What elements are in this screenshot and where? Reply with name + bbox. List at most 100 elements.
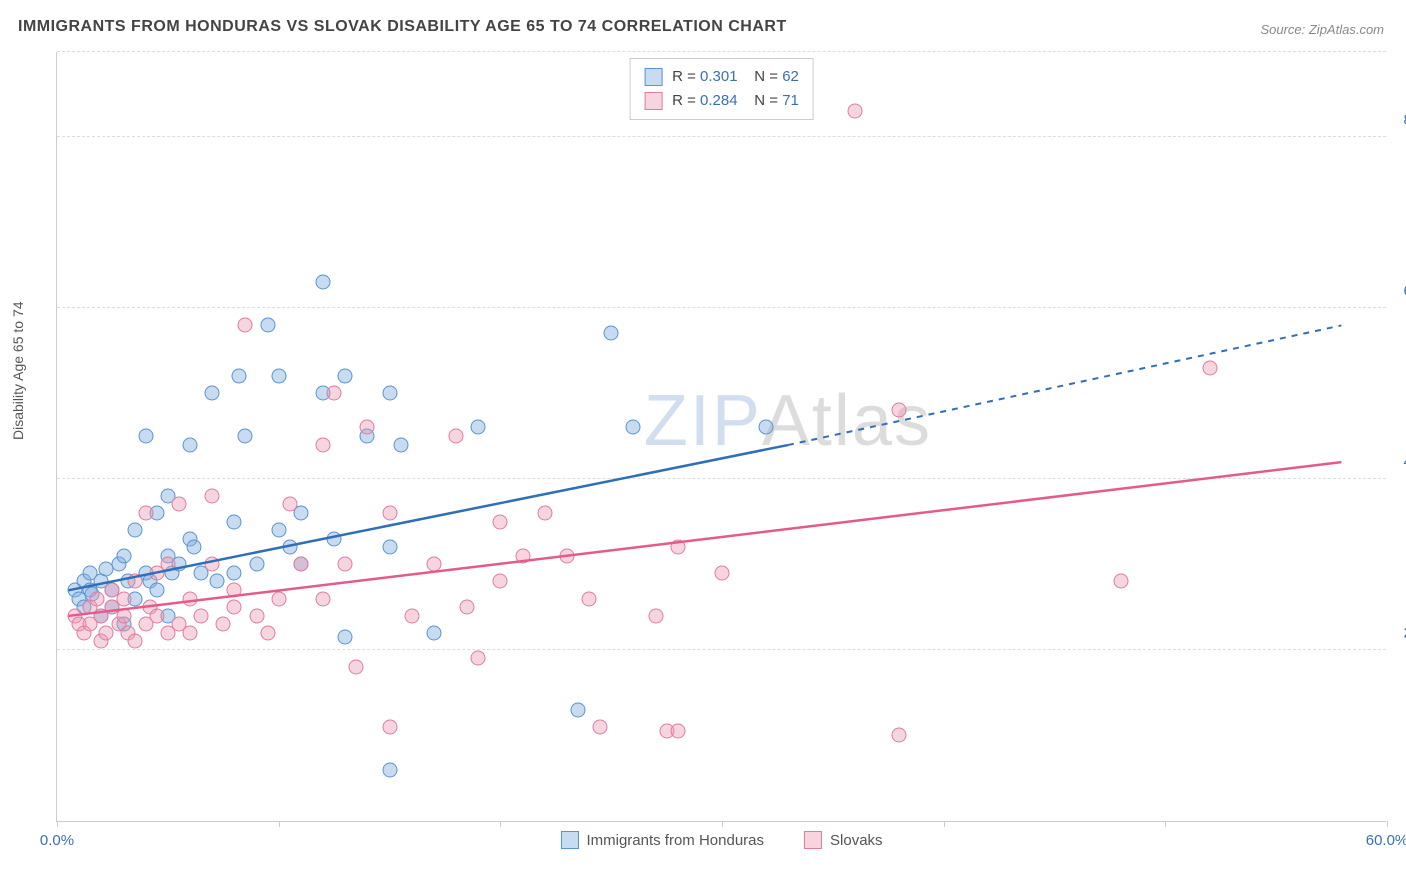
gridline-h bbox=[57, 478, 1386, 479]
scatter-point bbox=[848, 103, 863, 118]
watermark-atlas: Atlas bbox=[762, 381, 932, 461]
scatter-point bbox=[759, 420, 774, 435]
scatter-point bbox=[382, 506, 397, 521]
legend-swatch bbox=[560, 831, 578, 849]
source-label: Source: ZipAtlas.com bbox=[1260, 22, 1384, 37]
scatter-point bbox=[271, 369, 286, 384]
scatter-point bbox=[327, 531, 342, 546]
legend-series-item: Immigrants from Honduras bbox=[560, 831, 764, 849]
scatter-point bbox=[715, 565, 730, 580]
legend-swatch bbox=[644, 92, 662, 110]
scatter-point bbox=[626, 420, 641, 435]
scatter-point bbox=[382, 540, 397, 555]
legend-stat-text: R = 0.284 N = 71 bbox=[672, 89, 799, 113]
scatter-point bbox=[1202, 360, 1217, 375]
scatter-point bbox=[338, 369, 353, 384]
scatter-point bbox=[471, 651, 486, 666]
scatter-point bbox=[582, 591, 597, 606]
scatter-point bbox=[249, 608, 264, 623]
scatter-point bbox=[449, 429, 464, 444]
scatter-point bbox=[216, 617, 231, 632]
scatter-point bbox=[338, 557, 353, 572]
legend-stats: R = 0.301 N = 62R = 0.284 N = 71 bbox=[629, 58, 814, 120]
scatter-point bbox=[138, 429, 153, 444]
scatter-point bbox=[382, 719, 397, 734]
scatter-point bbox=[227, 514, 242, 529]
legend-swatch bbox=[644, 68, 662, 86]
gridline-h bbox=[57, 51, 1386, 52]
scatter-point bbox=[205, 488, 220, 503]
scatter-point bbox=[316, 275, 331, 290]
scatter-point bbox=[127, 523, 142, 538]
y-tick-label: 40.0% bbox=[1391, 453, 1406, 470]
x-tick bbox=[722, 821, 723, 827]
legend-stats-row: R = 0.301 N = 62 bbox=[644, 65, 799, 89]
scatter-point bbox=[127, 574, 142, 589]
scatter-point bbox=[89, 591, 104, 606]
scatter-point bbox=[426, 557, 441, 572]
scatter-point bbox=[116, 608, 131, 623]
scatter-point bbox=[282, 540, 297, 555]
scatter-point bbox=[404, 608, 419, 623]
x-tick-label: 0.0% bbox=[40, 832, 74, 849]
scatter-point bbox=[360, 420, 375, 435]
watermark-zip: ZIP bbox=[644, 381, 762, 461]
scatter-point bbox=[238, 317, 253, 332]
scatter-point bbox=[205, 557, 220, 572]
legend-series-name: Slovaks bbox=[830, 832, 883, 849]
scatter-point bbox=[127, 634, 142, 649]
scatter-point bbox=[149, 583, 164, 598]
scatter-point bbox=[426, 625, 441, 640]
scatter-point bbox=[271, 523, 286, 538]
x-tick bbox=[500, 821, 501, 827]
scatter-point bbox=[271, 591, 286, 606]
scatter-point bbox=[149, 608, 164, 623]
gridline-h bbox=[57, 136, 1386, 137]
scatter-point bbox=[393, 437, 408, 452]
scatter-point bbox=[493, 574, 508, 589]
scatter-point bbox=[316, 437, 331, 452]
y-tick-label: 60.0% bbox=[1391, 282, 1406, 299]
watermark: ZIPAtlas bbox=[644, 380, 932, 462]
x-tick bbox=[1387, 821, 1388, 827]
scatter-point bbox=[382, 386, 397, 401]
scatter-point bbox=[227, 600, 242, 615]
gridline-h bbox=[57, 307, 1386, 308]
scatter-point bbox=[260, 317, 275, 332]
y-tick-label: 20.0% bbox=[1391, 624, 1406, 641]
scatter-point bbox=[227, 583, 242, 598]
scatter-point bbox=[515, 548, 530, 563]
scatter-point bbox=[160, 557, 175, 572]
scatter-point bbox=[892, 403, 907, 418]
legend-stats-row: R = 0.284 N = 71 bbox=[644, 89, 799, 113]
scatter-point bbox=[604, 326, 619, 341]
y-axis-label: Disability Age 65 to 74 bbox=[10, 301, 26, 440]
scatter-point bbox=[238, 429, 253, 444]
scatter-point bbox=[349, 660, 364, 675]
legend-swatch bbox=[804, 831, 822, 849]
legend-series: Immigrants from Honduras Slovaks bbox=[560, 831, 882, 849]
scatter-point bbox=[194, 608, 209, 623]
scatter-point bbox=[493, 514, 508, 529]
scatter-point bbox=[293, 557, 308, 572]
scatter-point bbox=[338, 630, 353, 645]
gridline-h bbox=[57, 649, 1386, 650]
scatter-point bbox=[183, 591, 198, 606]
scatter-point bbox=[471, 420, 486, 435]
x-tick bbox=[57, 821, 58, 827]
x-tick-label: 60.0% bbox=[1366, 832, 1406, 849]
scatter-point bbox=[570, 702, 585, 717]
scatter-point bbox=[98, 625, 113, 640]
scatter-point bbox=[670, 724, 685, 739]
scatter-point bbox=[227, 565, 242, 580]
scatter-point bbox=[116, 591, 131, 606]
scatter-point bbox=[327, 386, 342, 401]
scatter-point bbox=[116, 548, 131, 563]
scatter-point bbox=[282, 497, 297, 512]
scatter-point bbox=[260, 625, 275, 640]
scatter-point bbox=[187, 540, 202, 555]
scatter-point bbox=[559, 548, 574, 563]
scatter-point bbox=[648, 608, 663, 623]
x-tick bbox=[1165, 821, 1166, 827]
scatter-point bbox=[670, 540, 685, 555]
